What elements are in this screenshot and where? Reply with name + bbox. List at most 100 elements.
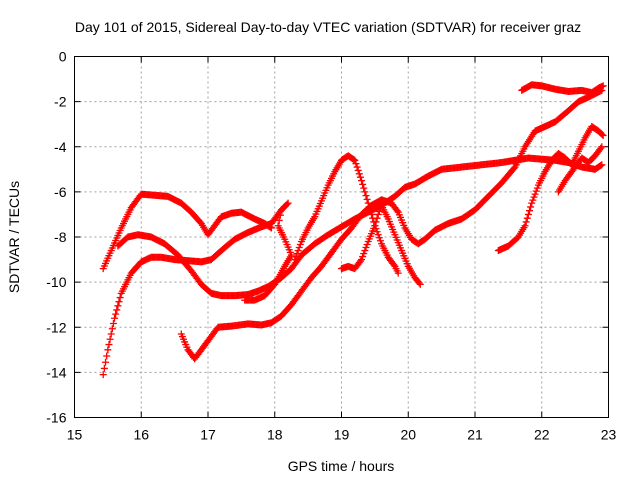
data-point bbox=[373, 228, 381, 236]
data-point bbox=[374, 210, 382, 218]
data-series bbox=[241, 206, 295, 304]
data-point bbox=[375, 234, 383, 242]
data-point bbox=[100, 364, 108, 372]
data-point bbox=[364, 199, 372, 207]
data-point bbox=[292, 253, 300, 261]
data-point bbox=[274, 222, 282, 230]
data-point bbox=[362, 244, 370, 252]
data-point bbox=[599, 82, 607, 90]
data-point bbox=[359, 180, 367, 188]
data-point bbox=[102, 358, 110, 366]
data-point bbox=[372, 218, 380, 226]
data-point bbox=[373, 214, 381, 222]
data-point bbox=[524, 210, 532, 218]
data-point bbox=[531, 190, 539, 198]
y-axis: 0 -2 -4 -6 -8 -10 -12 -14 -16 bbox=[46, 49, 609, 426]
x-tick-label: 15 bbox=[67, 427, 83, 443]
data-point bbox=[350, 156, 358, 164]
data-point bbox=[356, 173, 364, 181]
data-point bbox=[360, 184, 368, 192]
data-point bbox=[105, 341, 113, 349]
x-tick-label: 20 bbox=[400, 427, 416, 443]
data-point bbox=[598, 161, 606, 169]
x-tick-label: 23 bbox=[601, 427, 617, 443]
y-axis-label: SDTVAR / TECUs bbox=[6, 181, 22, 293]
y-tick-label: -6 bbox=[54, 184, 67, 200]
data-point bbox=[353, 163, 361, 171]
data-point bbox=[394, 269, 402, 277]
data-point bbox=[108, 325, 116, 333]
data-point bbox=[116, 294, 124, 302]
data-point bbox=[113, 306, 121, 314]
data-point bbox=[597, 144, 605, 152]
data-point bbox=[361, 188, 369, 196]
data-point bbox=[104, 346, 112, 354]
data-point bbox=[415, 279, 423, 287]
x-tick-label: 22 bbox=[534, 427, 550, 443]
x-tick-label: 19 bbox=[334, 427, 350, 443]
data-point bbox=[362, 192, 370, 200]
data-point bbox=[368, 210, 376, 218]
x-axis: 15 16 17 18 19 20 21 22 23 bbox=[67, 56, 617, 443]
data-point bbox=[277, 206, 285, 214]
data-point bbox=[363, 195, 371, 203]
plot-frame bbox=[74, 56, 609, 418]
data-point bbox=[598, 130, 606, 138]
data-point bbox=[109, 319, 117, 327]
x-tick-label: 17 bbox=[200, 427, 216, 443]
data-point bbox=[358, 177, 366, 185]
y-tick-label: -14 bbox=[46, 364, 66, 380]
data-point bbox=[112, 310, 120, 318]
data-point bbox=[111, 314, 119, 322]
data-point bbox=[107, 330, 115, 338]
data-point bbox=[355, 170, 363, 178]
data-point bbox=[522, 218, 530, 226]
data-point bbox=[598, 143, 606, 151]
data-point bbox=[527, 203, 535, 211]
y-tick-label: -4 bbox=[54, 139, 67, 155]
data-point bbox=[106, 335, 114, 343]
data-point bbox=[351, 156, 359, 164]
data-point bbox=[295, 244, 303, 252]
data-series bbox=[518, 81, 607, 97]
data-point bbox=[99, 371, 107, 379]
y-tick-label: 0 bbox=[59, 49, 67, 65]
data-point bbox=[361, 247, 369, 255]
data-point bbox=[276, 211, 284, 219]
data-point bbox=[390, 261, 398, 269]
data-point bbox=[296, 241, 304, 249]
data-point bbox=[393, 207, 401, 215]
data-series bbox=[177, 86, 606, 363]
data-point bbox=[375, 207, 383, 215]
data-point bbox=[294, 247, 302, 255]
x-tick-label: 21 bbox=[467, 427, 483, 443]
data-point bbox=[284, 199, 292, 207]
data-point bbox=[366, 207, 374, 215]
data-point bbox=[359, 253, 367, 261]
data-point bbox=[356, 257, 364, 265]
data-point bbox=[533, 184, 541, 192]
data-point bbox=[526, 207, 534, 215]
y-tick-label: -12 bbox=[46, 319, 66, 335]
data-point bbox=[291, 256, 299, 264]
data-point bbox=[597, 162, 605, 170]
data-point bbox=[521, 222, 529, 230]
data-point bbox=[358, 256, 366, 264]
data-point bbox=[365, 203, 373, 211]
data-point bbox=[416, 280, 424, 288]
data-point bbox=[354, 166, 362, 174]
data-point bbox=[371, 222, 379, 230]
y-tick-label: -10 bbox=[46, 274, 66, 290]
data-point bbox=[530, 193, 538, 201]
y-tick-label: -2 bbox=[54, 94, 67, 110]
data-point bbox=[523, 214, 531, 222]
x-tick-label: 18 bbox=[267, 427, 283, 443]
x-axis-label: GPS time / hours bbox=[288, 458, 395, 474]
data-point bbox=[529, 196, 537, 204]
data-series bbox=[494, 122, 607, 255]
data-point bbox=[360, 250, 368, 258]
data-point bbox=[103, 352, 111, 360]
data-point bbox=[283, 200, 291, 208]
x-tick-label: 16 bbox=[133, 427, 149, 443]
